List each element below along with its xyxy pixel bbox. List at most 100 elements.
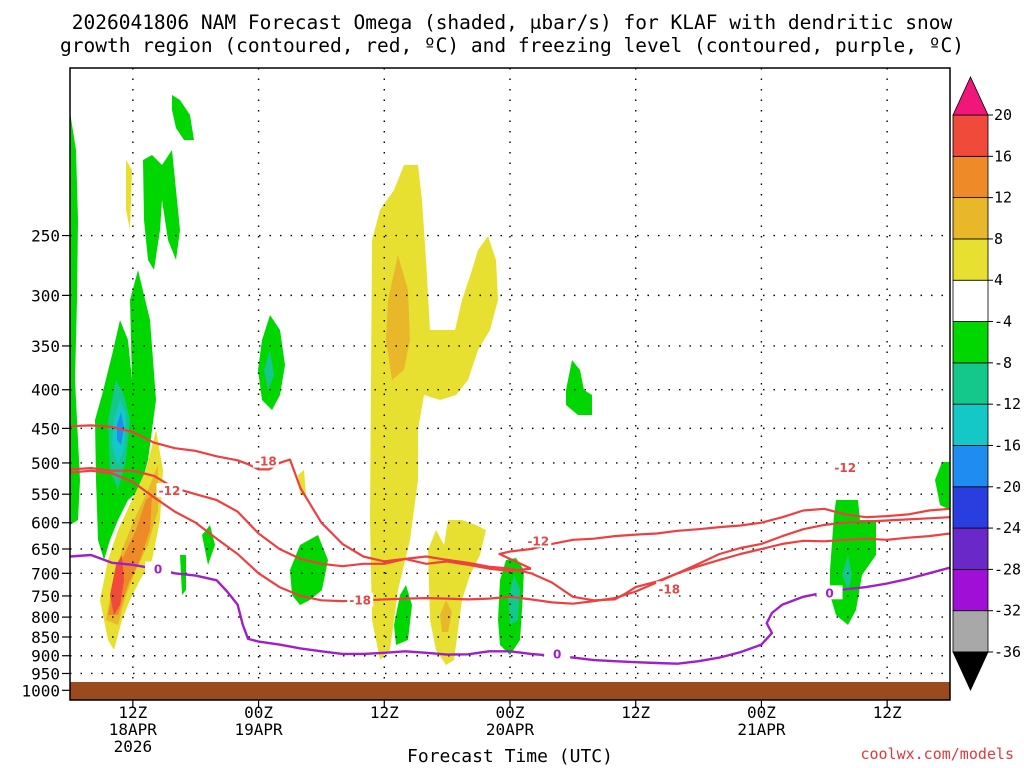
y-tick-label-300: 300 (31, 286, 60, 305)
colorbar-label-4: 4 (994, 271, 1003, 289)
y-tick-label-1000: 1000 (21, 681, 60, 700)
colorbar-box--36-to--32 (952, 610, 989, 653)
x-tick-label-12-1: 12Z (118, 703, 147, 722)
colorbar-over-triangle (952, 76, 989, 116)
contour-label-minus12-b-bg (347, 592, 374, 607)
y-tick-label-550: 550 (31, 485, 60, 504)
colorbar-label--20: -20 (994, 478, 1021, 496)
x-tick-label-24-2: 19APR (234, 720, 283, 739)
x-tick-label-12-2: 18APR (109, 720, 158, 739)
contour-dgz-minus12-upper (70, 467, 532, 573)
y-tick-label-250: 250 (31, 227, 60, 246)
contour-label-minus12-a: -12 (159, 484, 181, 498)
y-tick-label-900: 900 (31, 647, 60, 666)
colorbar-box-16-to-20 (952, 114, 989, 157)
contour-label-minus12-c-bg (656, 581, 683, 596)
contour-label-minus12-b: -18 (349, 594, 371, 608)
contour-label-minus18-b: -12 (527, 534, 549, 548)
colorbar-label--28: -28 (994, 560, 1021, 578)
omega-region-green-left-edge (70, 112, 80, 525)
contour-label-minus18-a-bg (252, 453, 279, 468)
colorbar-label--8: -8 (994, 354, 1012, 372)
x-axis-title: Forecast Time (UTC) (407, 746, 613, 767)
omega-region-yellow-12z-high (126, 160, 132, 230)
colorbar-label--4: -4 (994, 313, 1012, 331)
colorbar-box--12-to--8 (952, 362, 989, 405)
contour-label-minus18-a: -18 (255, 455, 277, 469)
omega-region-green-15z-19 (394, 585, 412, 645)
omega-region-green-12z-top (172, 95, 194, 140)
colorbar-label--36: -36 (994, 643, 1021, 661)
chart-title-line-2: growth region (contoured, red, ºC) and f… (60, 34, 964, 57)
x-tick-label-72-1: 00Z (747, 703, 776, 722)
colorbar-box--20-to--16 (952, 445, 989, 488)
colorbar-label-12: 12 (994, 189, 1012, 207)
contour-freezing-level (70, 553, 950, 665)
contour-dgz-minus12-lower (498, 507, 950, 570)
contour-label-minus18-c-bg (832, 460, 859, 475)
credit-text: coolwx.com/models (860, 745, 1014, 763)
x-tick-label-36-1: 12Z (370, 703, 399, 722)
colorbar-box--8-to--4 (952, 321, 989, 364)
y-tick-label-950: 950 (31, 664, 60, 683)
omega-region-red-12z-low (110, 555, 124, 615)
x-tick-label-72-2: 21APR (737, 720, 786, 739)
y-tick-label-500: 500 (31, 454, 60, 473)
contour-label-zero-a-bg (145, 561, 171, 576)
contour-label-zero-c-bg (816, 585, 843, 600)
contour-label-zero-c: 0 (825, 586, 833, 600)
y-tick-label-650: 650 (31, 540, 60, 559)
x-tick-label-48-1: 00Z (496, 703, 525, 722)
grid-lines (70, 68, 950, 700)
colorbar-under-triangle (952, 651, 989, 691)
colorbar-box-12-to-16 (952, 155, 989, 199)
contour-label-minus18-c: -12 (834, 461, 856, 475)
colorbar-box--24-to--20 (952, 486, 989, 529)
omega-region-green-06z-20 (566, 360, 592, 415)
y-axis-labels: 2503003504004505005506006507007508008509… (21, 227, 70, 700)
plot-area: -18 -12 -12 -18 -18 -12 0 0 0 (70, 68, 950, 700)
omega-region-green-06z-19 (290, 535, 328, 605)
omega-region-green-18z-21 (935, 462, 950, 510)
colorbar-label-16: 16 (994, 147, 1012, 165)
y-tick-label-350: 350 (31, 337, 60, 356)
omega-region-gold-12z-19 (386, 255, 410, 380)
contour-label-minus12-a-bg (156, 483, 183, 498)
colorbar: -36 -32 -28 -24 -20 -16 -12 -8 -4 4 8 12 16 20 (952, 76, 1021, 691)
y-tick-label-400: 400 (31, 381, 60, 400)
omega-region-green-06z-21 (830, 500, 876, 625)
colorbar-box--16-to--12 (952, 403, 989, 446)
colorbar-label--24: -24 (994, 519, 1021, 537)
contour-dgz-minus18-upper (70, 424, 950, 602)
contour-label-zero-b-bg (544, 646, 571, 661)
ground-surface (70, 681, 950, 700)
x-tick-label-48-2: 20APR (486, 720, 535, 739)
contour-dgz-minus18-lower (70, 469, 950, 605)
omega-region-teal-00z-20 (508, 575, 520, 625)
colorbar-label-8: 8 (994, 230, 1003, 248)
y-tick-label-800: 800 (31, 608, 60, 627)
omega-region-gold-18z-19 (440, 600, 452, 632)
colorbar-box--32-to--28 (952, 568, 989, 612)
colorbar-label--32: -32 (994, 602, 1021, 620)
colorbar-label--16: -16 (994, 436, 1021, 454)
omega-region-green-18z (202, 525, 215, 565)
contour-label-minus12-c: -18 (658, 582, 680, 596)
contour-lines: -18 -12 -12 -18 -18 -12 0 0 0 (70, 424, 950, 665)
contour-label-zero-b: 0 (553, 648, 561, 662)
colorbar-box-8-to-12 (952, 197, 989, 240)
x-tick-label-60-1: 12Z (621, 703, 650, 722)
colorbar-box--4-to-4 (952, 279, 989, 322)
y-tick-label-600: 600 (31, 514, 60, 533)
omega-region-teal-06z-21 (842, 555, 852, 590)
colorbar-label-20: 20 (994, 106, 1012, 124)
x-tick-label-12-3: 2026 (114, 737, 153, 756)
colorbar-label--12: -12 (994, 395, 1021, 413)
colorbar-box-4-to-8 (952, 238, 989, 281)
y-tick-label-850: 850 (31, 628, 60, 647)
contour-label-zero-a: 0 (154, 563, 162, 577)
omega-region-yellow-18z-19 (428, 520, 486, 665)
y-tick-label-700: 700 (31, 564, 60, 583)
x-tick-label-84-1: 12Z (873, 703, 902, 722)
